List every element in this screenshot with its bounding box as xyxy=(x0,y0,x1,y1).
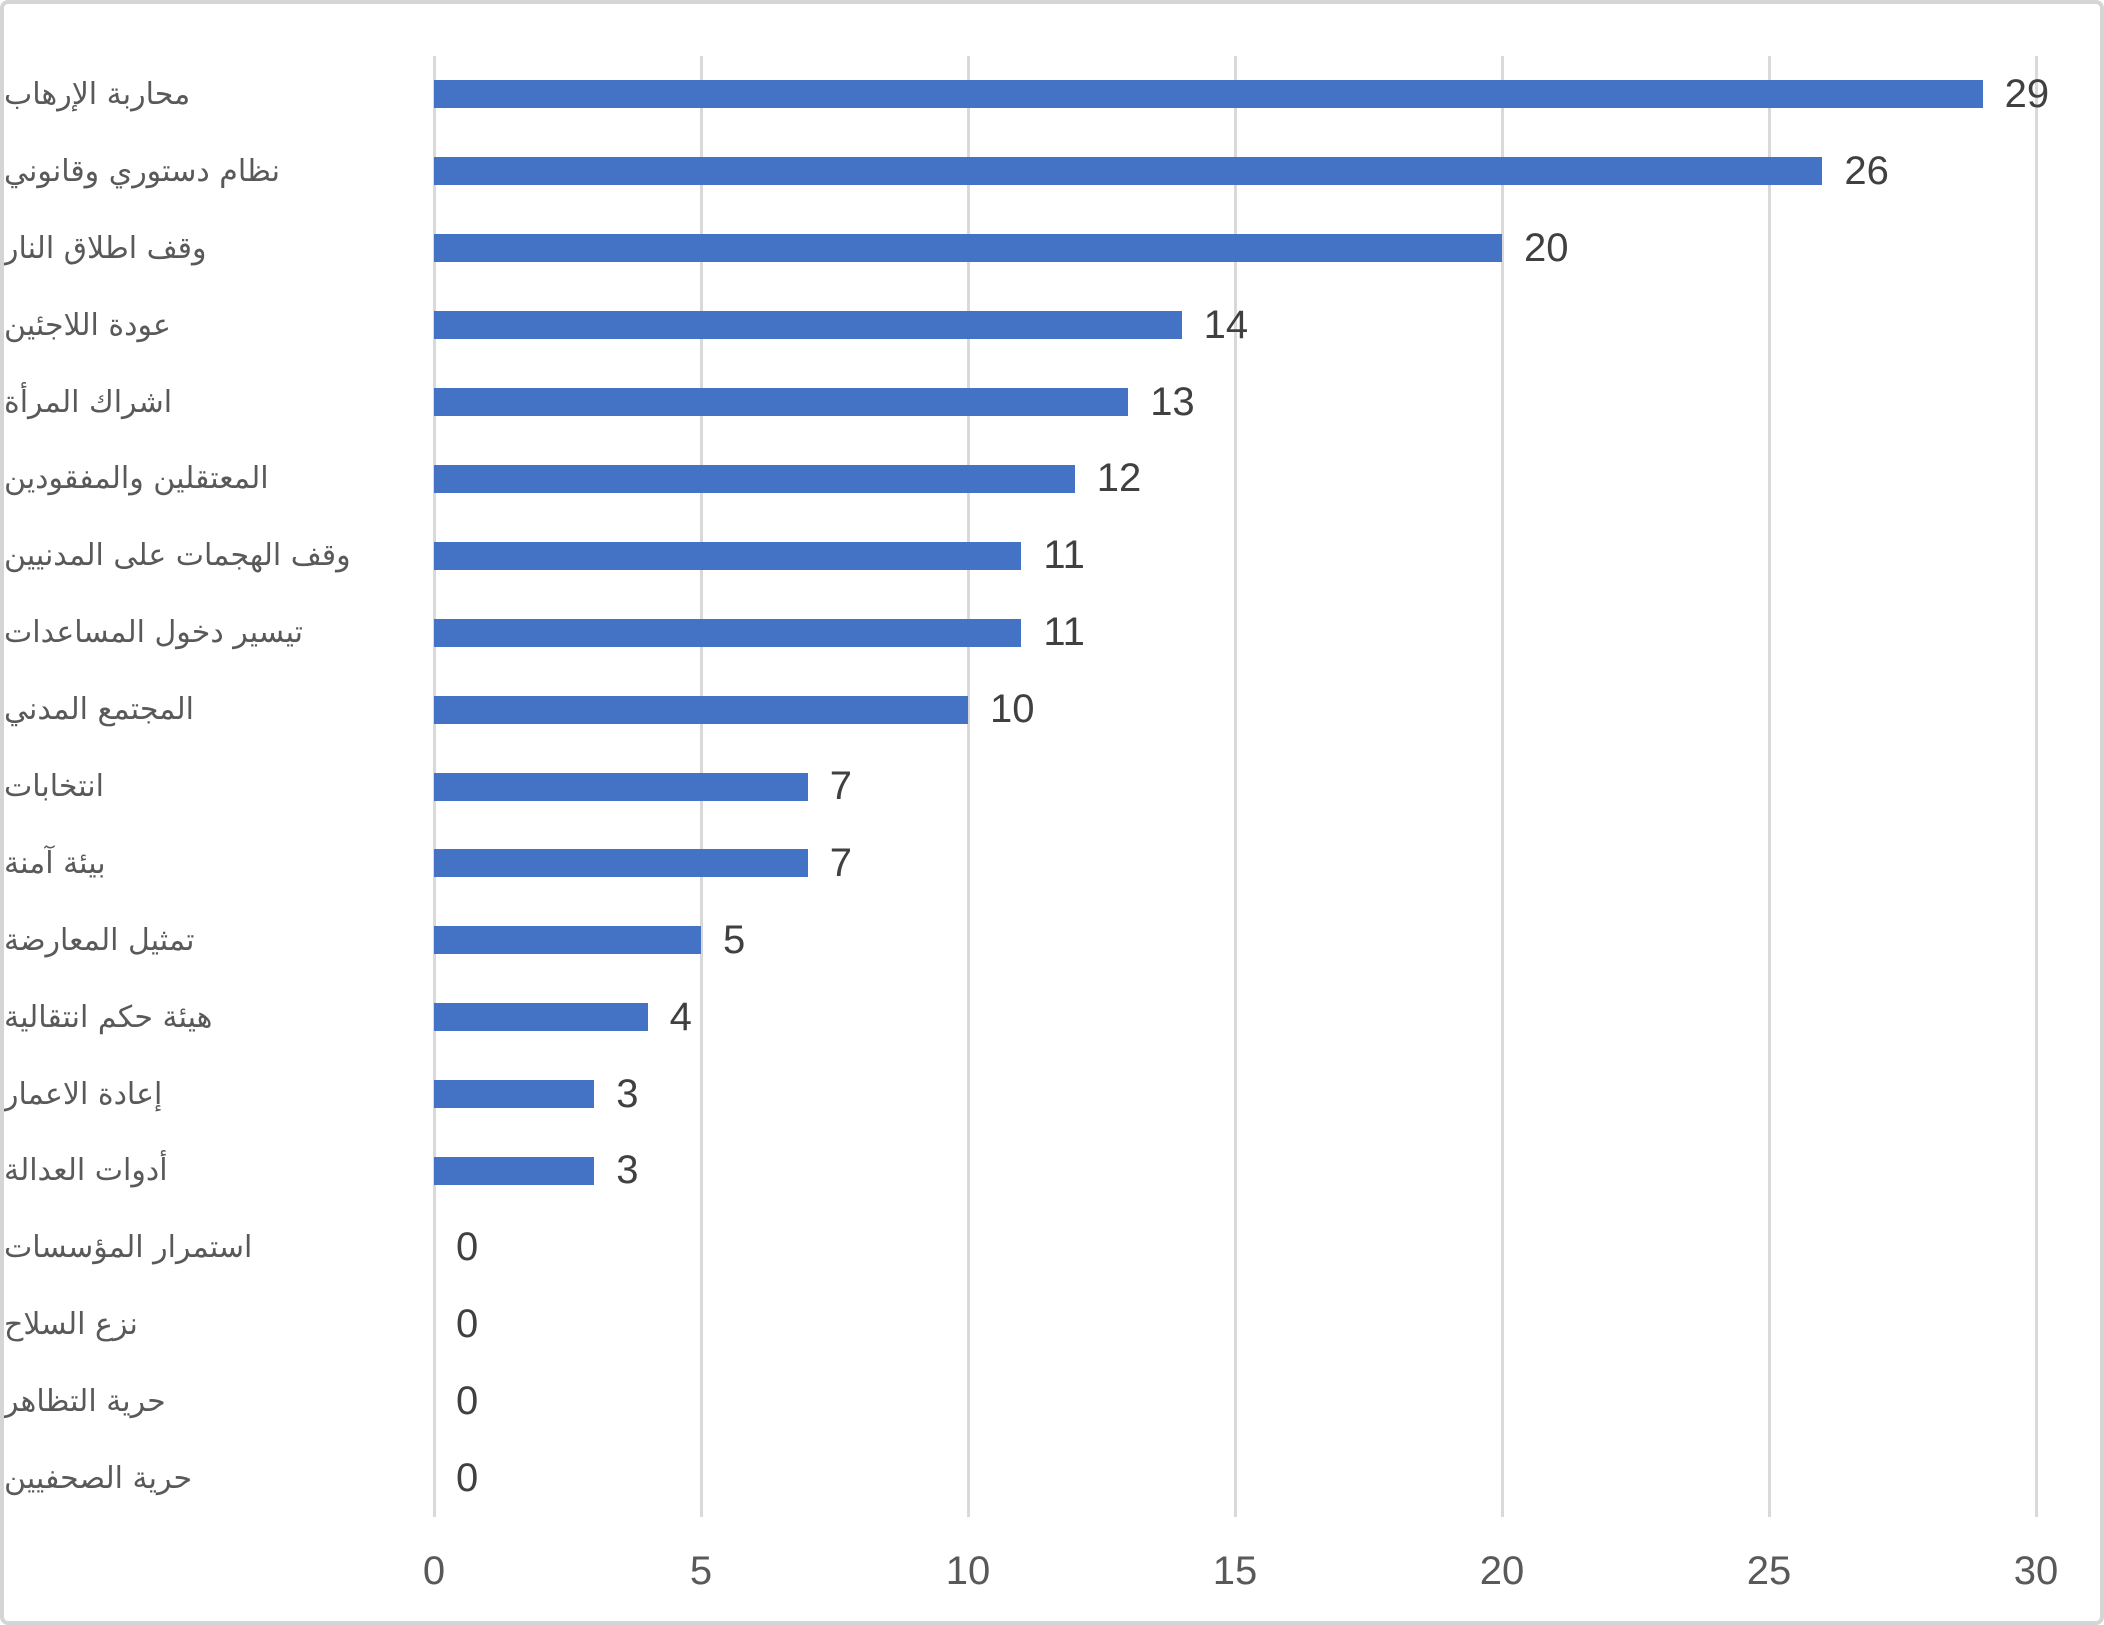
bar-value-label: 11 xyxy=(1043,610,1085,655)
x-axis-tick-label: 0 xyxy=(422,1549,446,1593)
bar-value-label: 26 xyxy=(1844,148,1889,193)
bar xyxy=(434,234,1502,263)
category-label: حرية الصحفيين xyxy=(4,1461,193,1497)
x-axis-tick-label: 25 xyxy=(1746,1549,1792,1593)
x-axis-tick-label: 30 xyxy=(2013,1549,2059,1593)
category-label: استمرار المؤسسات xyxy=(4,1230,253,1266)
category-label: المجتمع المدني xyxy=(4,692,195,728)
bar-value-label: 7 xyxy=(829,840,853,885)
bar xyxy=(434,464,1075,493)
gridline xyxy=(2034,56,2038,1517)
gridline xyxy=(966,56,970,1517)
x-axis-tick-label: 20 xyxy=(1479,1549,1525,1593)
bar-value-label: 0 xyxy=(456,1225,479,1270)
category-label: هيئة حكم انتقالية xyxy=(4,999,213,1035)
category-label: إعادة الاعمار xyxy=(4,1076,163,1112)
category-label: وقف اطلاق النار xyxy=(4,230,207,266)
category-axis: محاربة الإرهاب نظام دستوري وقانوني وقف اطل… xyxy=(4,56,394,1517)
bar-value-label: 29 xyxy=(2004,71,2050,116)
gridline xyxy=(1500,56,1504,1517)
bar-value-label: 0 xyxy=(456,1379,479,1424)
x-axis-tick-label: 15 xyxy=(1212,1549,1258,1593)
bar-value-label: 14 xyxy=(1203,302,1249,347)
bar xyxy=(434,695,968,724)
bar xyxy=(434,618,1022,647)
bar xyxy=(434,1080,595,1109)
bar-value-label: 0 xyxy=(456,1302,479,1347)
bar xyxy=(434,772,808,801)
gridline xyxy=(1767,56,1771,1517)
bar xyxy=(434,80,1983,109)
plot-area: 29 26 20 14 13 12 11 11 10 7 7 5 4 3 3 0 0 0 0 xyxy=(432,56,2049,1517)
category-label: المعتقلين والمفقودين xyxy=(4,461,269,497)
bar-value-label: 0 xyxy=(456,1456,479,1501)
bar xyxy=(434,1003,648,1032)
x-axis-tick-label: 10 xyxy=(945,1549,991,1593)
bar-value-label: 20 xyxy=(1524,225,1569,270)
category-label: عودة اللاجئين xyxy=(4,307,171,343)
x-axis-tick-label: 5 xyxy=(689,1549,713,1593)
bar-value-label: 4 xyxy=(669,994,692,1039)
bar-value-label: 3 xyxy=(616,1148,639,1193)
bar-value-label: 3 xyxy=(616,1071,639,1116)
bar xyxy=(434,1156,595,1185)
category-label: وقف الهجمات على المدنيين xyxy=(4,538,351,574)
bar xyxy=(434,388,1129,417)
bar xyxy=(434,157,1823,186)
category-label: بيئة آمنة xyxy=(4,845,106,881)
bar xyxy=(434,849,808,878)
bar-value-label: 13 xyxy=(1150,379,1195,424)
category-label: تيسير دخول المساعدات xyxy=(4,615,303,651)
category-label: انتخابات xyxy=(4,768,104,804)
bar-value-label: 10 xyxy=(990,687,1035,732)
bar-value-label: 11 xyxy=(1043,533,1085,578)
bar-value-label: 5 xyxy=(723,917,746,962)
category-label: حرية التظاهر xyxy=(4,1384,166,1420)
category-label: أدوات العدالة xyxy=(4,1153,168,1189)
bar-value-label: 7 xyxy=(829,764,853,808)
bar xyxy=(434,541,1022,570)
category-label: نزع السلاح xyxy=(4,1307,138,1343)
category-label: محاربة الإرهاب xyxy=(4,76,191,112)
x-axis: 0 5 10 15 20 25 30 xyxy=(423,1549,2058,1609)
bar xyxy=(434,926,701,955)
category-label: نظام دستوري وقانوني xyxy=(4,153,280,189)
category-label: اشراك المرأة xyxy=(4,384,173,420)
category-label: تمثيل المعارضة xyxy=(4,922,195,958)
gridline xyxy=(1233,56,1237,1517)
bar xyxy=(434,311,1182,340)
bar-value-label: 12 xyxy=(1096,456,1142,501)
